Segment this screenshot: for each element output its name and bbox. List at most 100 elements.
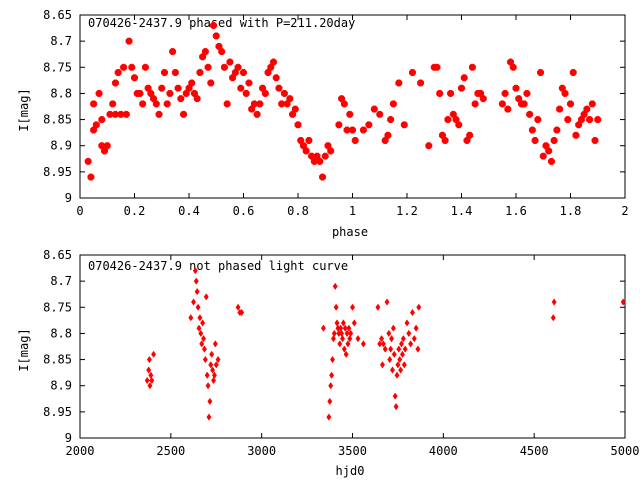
phased-data-point bbox=[564, 116, 572, 124]
phased-data-point bbox=[256, 100, 264, 108]
phased-data-point bbox=[327, 147, 335, 155]
phased-data-point bbox=[389, 100, 397, 108]
phased-data-point bbox=[504, 105, 512, 113]
phased-x-tick-label: 1.2 bbox=[396, 204, 418, 218]
phased-data-point bbox=[111, 79, 119, 87]
phased-data-point bbox=[270, 58, 277, 66]
unphased-data-point bbox=[149, 376, 155, 385]
phased-x-tick-label: 0 bbox=[76, 204, 83, 218]
unphased-data-point bbox=[348, 329, 354, 338]
phased-data-point bbox=[409, 69, 416, 76]
unphased-data-point bbox=[347, 335, 353, 343]
phased-data-point bbox=[498, 100, 506, 108]
phased-y-tick-label: 8.8 bbox=[50, 86, 72, 100]
phased-data-point bbox=[234, 63, 242, 71]
phased-data-point bbox=[550, 137, 558, 144]
phased-data-point bbox=[594, 116, 602, 124]
phased-data-point bbox=[460, 74, 468, 82]
phased-data-point bbox=[210, 22, 217, 29]
phased-data-point bbox=[528, 126, 536, 134]
phased-data-point bbox=[196, 69, 204, 76]
unphased-x-tick-label: 3000 bbox=[247, 444, 276, 458]
phased-y-tick-label: 9 bbox=[65, 191, 72, 205]
phased-data-point bbox=[171, 69, 179, 76]
unphased-data-point bbox=[550, 314, 556, 322]
unphased-data-point bbox=[360, 340, 366, 348]
unphased-data-point bbox=[399, 350, 405, 358]
phased-data-point bbox=[591, 137, 599, 144]
phased-y-axis-label: I[mag] bbox=[17, 88, 31, 131]
unphased-x-tick-label: 3500 bbox=[338, 444, 367, 458]
unphased-y-tick-label: 8.85 bbox=[43, 353, 72, 367]
phased-data-point bbox=[509, 63, 517, 71]
unphased-data-point bbox=[380, 340, 386, 348]
phased-data-point bbox=[340, 100, 348, 108]
phased-data-point bbox=[316, 157, 324, 165]
phased-x-tick-label: 1 bbox=[349, 204, 356, 218]
unphased-data-point bbox=[337, 340, 343, 348]
unphased-data-point bbox=[205, 382, 211, 390]
unphased-data-point bbox=[328, 382, 334, 390]
phased-data-point bbox=[280, 89, 288, 97]
unphased-data-point bbox=[200, 319, 206, 327]
phased-data-point bbox=[520, 100, 528, 108]
unphased-data-point bbox=[401, 361, 407, 369]
unphased-y-tick-label: 8.75 bbox=[43, 300, 72, 314]
unphased-data-point bbox=[399, 340, 405, 348]
unphased-data-point bbox=[211, 371, 217, 379]
phased-data-point bbox=[166, 89, 174, 97]
phased-data-point bbox=[95, 89, 103, 97]
phased-x-tick-label: 0.6 bbox=[233, 204, 255, 218]
phased-data-point bbox=[572, 131, 580, 139]
unphased-data-point bbox=[188, 314, 194, 322]
phased-data-point bbox=[531, 137, 539, 144]
phased-data-point bbox=[501, 89, 509, 97]
unphased-data-point bbox=[388, 345, 394, 353]
unphased-y-axis-label: I[mag] bbox=[17, 328, 31, 371]
phased-data-point bbox=[556, 105, 564, 113]
unphased-data-point bbox=[199, 340, 205, 348]
unphased-data-point bbox=[201, 345, 207, 353]
phased-data-point bbox=[417, 79, 425, 87]
phased-data-point bbox=[569, 69, 577, 76]
phased-data-point bbox=[84, 157, 92, 165]
phased-data-point bbox=[98, 116, 106, 124]
unphased-data-point bbox=[147, 382, 153, 390]
phased-data-point bbox=[302, 147, 310, 155]
phased-data-point bbox=[553, 126, 561, 134]
phased-data-point bbox=[240, 69, 247, 76]
unphased-data-point bbox=[404, 319, 410, 327]
unphased-plot-frame bbox=[79, 254, 626, 439]
phased-data-point bbox=[346, 110, 354, 118]
unphased-data-point bbox=[351, 319, 357, 327]
unphased-data-point bbox=[396, 345, 402, 353]
phased-x-tick-label: 1.4 bbox=[451, 204, 473, 218]
unphased-data-point bbox=[326, 413, 332, 421]
unphased-data-point bbox=[204, 371, 210, 379]
phased-x-tick-label: 0.4 bbox=[178, 204, 200, 218]
phased-data-point bbox=[111, 110, 119, 118]
phased-data-point bbox=[537, 69, 544, 76]
phased-x-tick-label: 0.8 bbox=[287, 204, 309, 218]
unphased-y-tick-label: 8.9 bbox=[50, 379, 72, 393]
phased-data-point bbox=[177, 95, 185, 103]
unphased-data-point bbox=[207, 397, 213, 406]
unphased-data-point bbox=[340, 319, 346, 327]
unphased-x-tick-label: 5000 bbox=[611, 444, 640, 458]
phased-data-point bbox=[117, 110, 125, 118]
phased-data-point bbox=[109, 100, 117, 108]
phased-x-tick-label: 0.2 bbox=[124, 204, 146, 218]
unphased-data-point bbox=[377, 340, 383, 348]
phased-data-point bbox=[567, 100, 574, 108]
phased-data-point bbox=[384, 131, 392, 139]
phased-data-point bbox=[272, 74, 280, 82]
phased-data-point bbox=[321, 152, 329, 160]
phased-data-point bbox=[207, 79, 215, 87]
phased-data-point bbox=[319, 173, 326, 181]
unphased-data-point bbox=[400, 335, 406, 343]
unphased-data-point bbox=[415, 345, 421, 353]
unphased-data-point bbox=[144, 376, 150, 385]
phased-x-axis-label: phase bbox=[332, 225, 368, 239]
unphased-data-point bbox=[332, 282, 338, 291]
